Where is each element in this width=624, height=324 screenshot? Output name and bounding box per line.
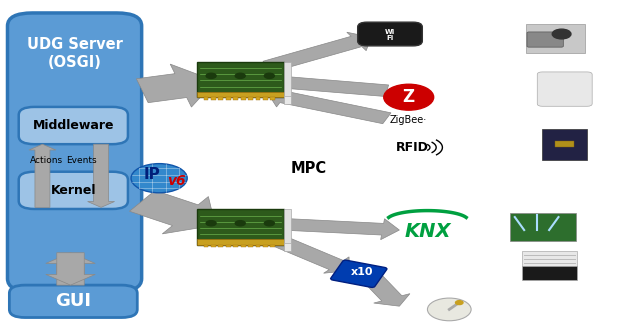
Bar xyxy=(270,97,275,100)
Circle shape xyxy=(235,73,245,78)
Polygon shape xyxy=(268,72,389,97)
Text: MPC: MPC xyxy=(291,161,327,176)
Bar xyxy=(270,245,275,247)
FancyBboxPatch shape xyxy=(555,141,574,147)
Bar xyxy=(197,92,284,97)
Text: Actions: Actions xyxy=(30,156,63,165)
Bar xyxy=(226,97,231,100)
Bar xyxy=(263,245,268,247)
Text: Kernel: Kernel xyxy=(51,184,96,197)
Bar xyxy=(211,97,216,100)
Bar xyxy=(211,245,216,247)
Text: GUI: GUI xyxy=(56,292,91,310)
FancyBboxPatch shape xyxy=(510,213,575,240)
Bar xyxy=(284,96,291,104)
FancyBboxPatch shape xyxy=(358,22,422,46)
FancyBboxPatch shape xyxy=(522,266,577,280)
Polygon shape xyxy=(29,144,56,207)
Polygon shape xyxy=(263,32,371,72)
Circle shape xyxy=(206,73,216,78)
Polygon shape xyxy=(46,253,95,285)
FancyBboxPatch shape xyxy=(197,62,284,97)
Text: RFID: RFID xyxy=(396,141,429,154)
Bar xyxy=(256,245,260,247)
Bar xyxy=(284,243,291,251)
Bar xyxy=(284,209,291,245)
Bar xyxy=(203,245,208,247)
Bar xyxy=(218,245,223,247)
Circle shape xyxy=(265,221,275,226)
Bar xyxy=(263,97,268,100)
Circle shape xyxy=(235,221,245,226)
Polygon shape xyxy=(358,271,410,306)
Bar xyxy=(197,239,284,245)
FancyBboxPatch shape xyxy=(537,72,592,106)
Text: Middleware: Middleware xyxy=(32,119,114,132)
FancyBboxPatch shape xyxy=(197,209,284,245)
Bar xyxy=(218,97,223,100)
Circle shape xyxy=(384,84,434,110)
Circle shape xyxy=(427,298,471,321)
Text: v6: v6 xyxy=(167,174,186,189)
Bar xyxy=(241,97,245,100)
Text: Wi: Wi xyxy=(385,29,395,35)
Polygon shape xyxy=(261,232,349,273)
Bar xyxy=(284,62,291,97)
Text: x10: x10 xyxy=(351,267,373,277)
Bar xyxy=(233,97,238,100)
Text: IP: IP xyxy=(144,168,160,182)
Circle shape xyxy=(456,301,463,305)
FancyBboxPatch shape xyxy=(19,172,128,209)
Text: UDG Server
(OSGI): UDG Server (OSGI) xyxy=(27,37,122,70)
Polygon shape xyxy=(87,144,115,207)
FancyBboxPatch shape xyxy=(542,129,587,160)
Circle shape xyxy=(552,29,571,39)
Circle shape xyxy=(131,164,187,193)
Polygon shape xyxy=(268,87,391,124)
FancyBboxPatch shape xyxy=(522,251,577,266)
Polygon shape xyxy=(46,253,95,285)
FancyBboxPatch shape xyxy=(527,32,563,47)
Bar xyxy=(203,97,208,100)
FancyBboxPatch shape xyxy=(331,260,387,287)
Text: KNX: KNX xyxy=(404,222,451,241)
Text: ZigBee·: ZigBee· xyxy=(390,115,427,125)
Bar xyxy=(256,97,260,100)
FancyBboxPatch shape xyxy=(9,285,137,318)
Bar xyxy=(248,245,253,247)
Bar xyxy=(248,97,253,100)
FancyBboxPatch shape xyxy=(19,107,128,144)
Bar xyxy=(233,245,238,247)
Polygon shape xyxy=(267,218,399,240)
Text: Z: Z xyxy=(402,88,415,106)
Polygon shape xyxy=(137,64,215,107)
FancyBboxPatch shape xyxy=(7,13,142,292)
FancyBboxPatch shape xyxy=(525,24,585,53)
Text: Events: Events xyxy=(66,156,97,165)
Circle shape xyxy=(206,221,216,226)
Bar xyxy=(226,245,231,247)
Bar xyxy=(241,245,245,247)
Circle shape xyxy=(265,73,275,78)
Text: Fi: Fi xyxy=(386,35,394,41)
Polygon shape xyxy=(129,191,215,234)
